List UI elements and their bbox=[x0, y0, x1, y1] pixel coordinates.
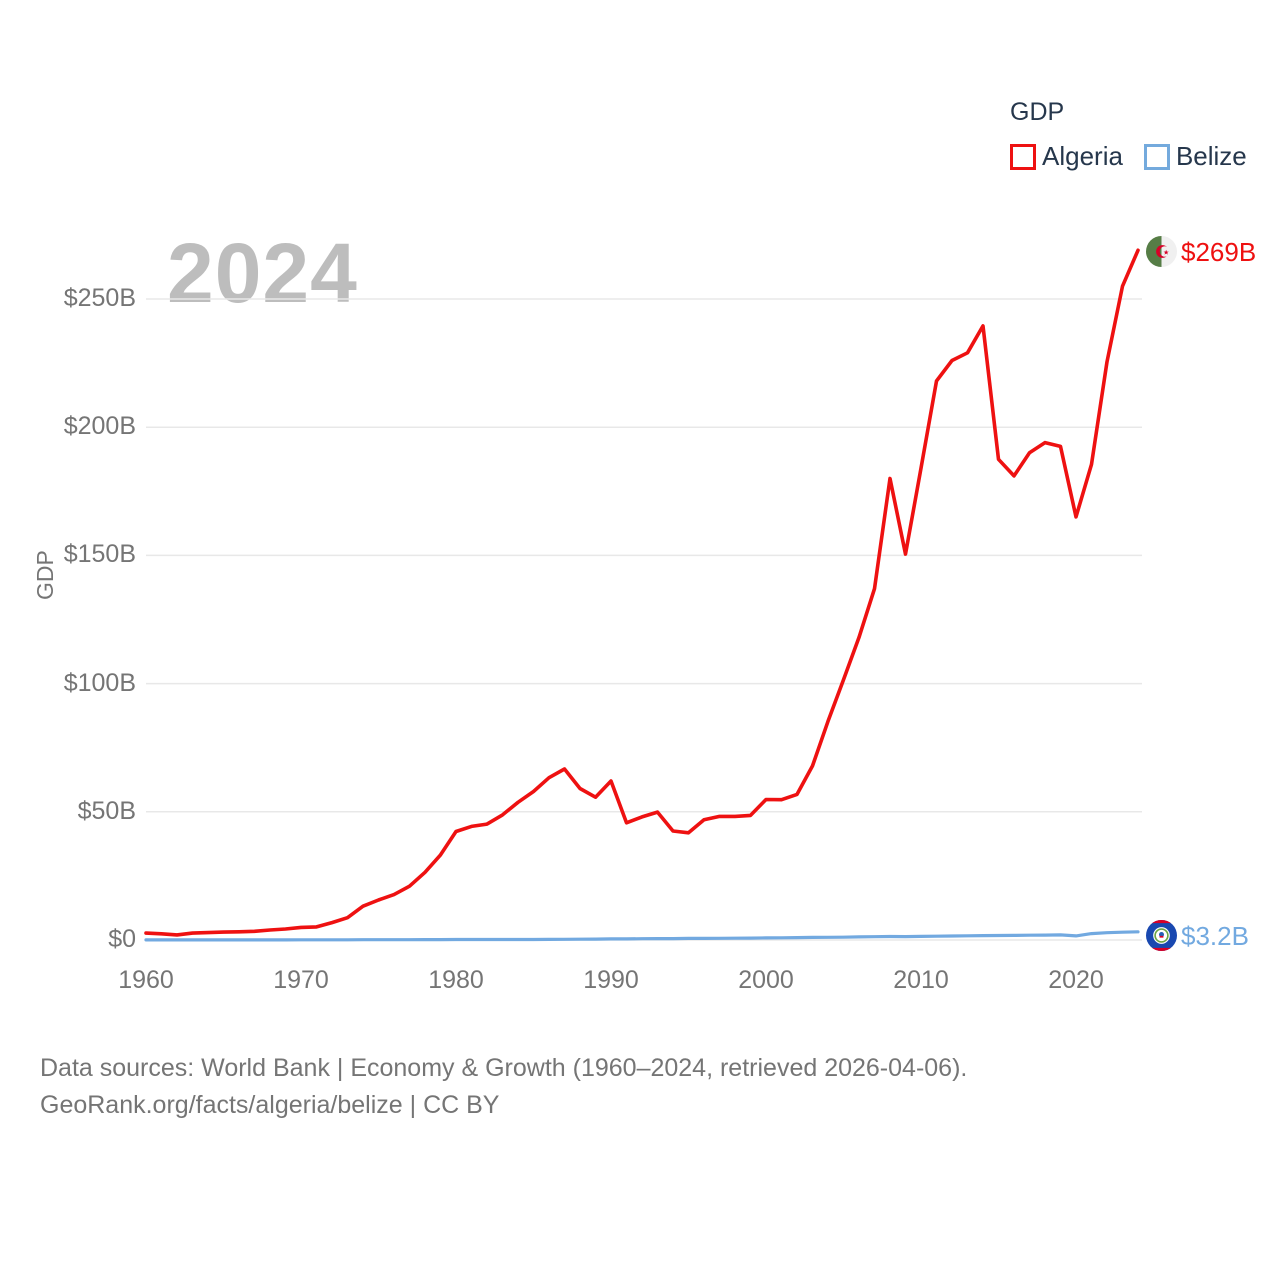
legend-label-belize: Belize bbox=[1175, 141, 1247, 171]
y-axis-tick-label: $250B bbox=[63, 284, 136, 312]
y-axis-tick-label: $50B bbox=[77, 796, 136, 825]
legend-item-algeria[interactable]: Algeria bbox=[1010, 141, 1123, 172]
y-axis-tick-label: $100B bbox=[63, 668, 136, 697]
attribution: Data sources: World Bank | Economy & Gro… bbox=[40, 1050, 967, 1124]
y-axis-tick-label: $200B bbox=[63, 412, 136, 441]
legend-label-algeria: Algeria bbox=[1042, 141, 1123, 171]
x-axis-tick-label: 2000 bbox=[738, 966, 794, 994]
algeria-flag-icon bbox=[1146, 236, 1177, 267]
x-axis-tick-label: 2010 bbox=[893, 966, 949, 994]
y-axis-tick-label: $150B bbox=[63, 540, 136, 569]
x-axis-tick-label: 1960 bbox=[118, 966, 174, 994]
attribution-line1: Data sources: World Bank | Economy & Gro… bbox=[40, 1054, 968, 1082]
y-axis-tick-label: $0 bbox=[108, 925, 136, 953]
belize-end-value: $3.2B bbox=[1181, 921, 1249, 951]
x-axis-tick-label: 2020 bbox=[1048, 966, 1104, 994]
legend: GDP Algeria Belize bbox=[1010, 98, 1247, 172]
legend-item-belize[interactable]: Belize bbox=[1143, 141, 1247, 172]
belize-line[interactable] bbox=[144, 930, 1140, 942]
attribution-line2: GeoRank.org/facts/algeria/belize | CC BY bbox=[40, 1091, 500, 1119]
watermark-year: 2024 bbox=[167, 226, 358, 320]
algeria-end-value: $269B bbox=[1181, 237, 1257, 267]
belize-swatch-icon bbox=[1143, 143, 1170, 170]
legend-title: GDP bbox=[1010, 98, 1065, 126]
algeria-swatch-icon bbox=[1010, 143, 1036, 170]
x-axis-tick-label: 1970 bbox=[273, 966, 329, 994]
algeria-line[interactable] bbox=[144, 248, 1140, 937]
belize-flag-icon bbox=[1146, 920, 1177, 951]
x-axis-tick-label: 1990 bbox=[583, 966, 639, 994]
x-axis-tick-label: 1980 bbox=[428, 966, 484, 994]
